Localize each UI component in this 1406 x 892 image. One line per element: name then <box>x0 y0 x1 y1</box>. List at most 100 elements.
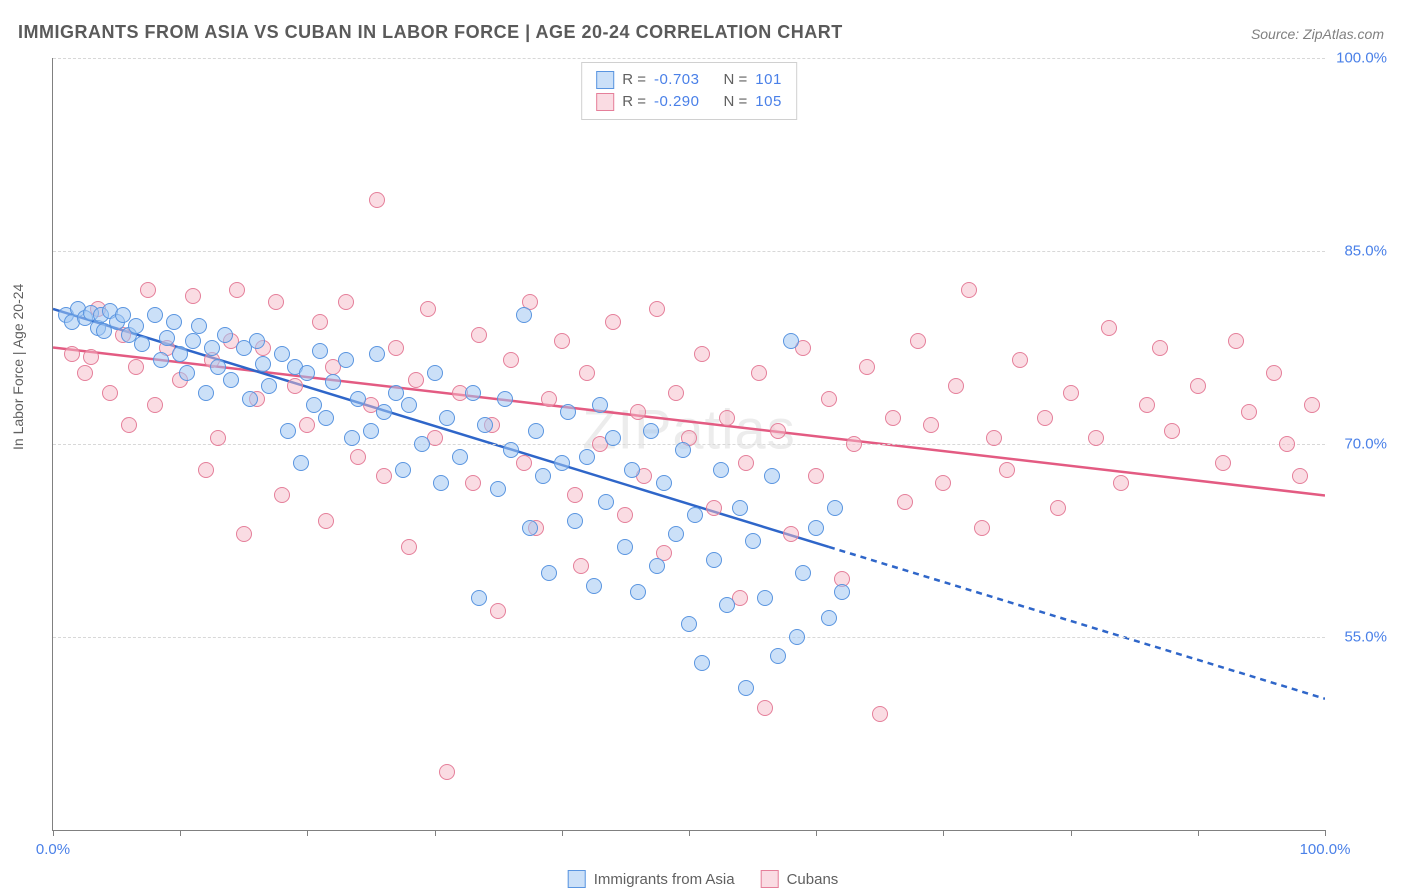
scatter-point-a <box>210 359 226 375</box>
scatter-point-b <box>757 700 773 716</box>
scatter-point-a <box>477 417 493 433</box>
y-tick-label: 100.0% <box>1336 50 1387 67</box>
scatter-point-a <box>465 385 481 401</box>
scatter-point-b <box>318 513 334 529</box>
plot-area: ZIPatlas R =-0.703N =101R =-0.290N =105 … <box>52 58 1325 831</box>
series-legend-item: Cubans <box>761 870 839 888</box>
x-tick <box>1071 830 1072 836</box>
scatter-point-a <box>808 520 824 536</box>
scatter-point-a <box>522 520 538 536</box>
scatter-point-a <box>770 648 786 664</box>
scatter-point-b <box>948 378 964 394</box>
scatter-point-b <box>376 468 392 484</box>
scatter-point-a <box>713 462 729 478</box>
scatter-point-b <box>1292 468 1308 484</box>
x-tick <box>1325 830 1326 836</box>
scatter-point-a <box>427 365 443 381</box>
scatter-point-a <box>745 533 761 549</box>
y-tick-label: 55.0% <box>1344 629 1387 646</box>
scatter-point-a <box>471 590 487 606</box>
scatter-point-b <box>974 520 990 536</box>
scatter-point-a <box>261 378 277 394</box>
scatter-point-a <box>497 391 513 407</box>
scatter-point-a <box>318 410 334 426</box>
scatter-point-a <box>605 430 621 446</box>
scatter-point-a <box>732 500 748 516</box>
scatter-point-b <box>770 423 786 439</box>
scatter-point-b <box>121 417 137 433</box>
scatter-point-b <box>1139 397 1155 413</box>
scatter-point-a <box>363 423 379 439</box>
gridline-h <box>53 58 1325 59</box>
scatter-point-b <box>567 487 583 503</box>
x-tick <box>435 830 436 836</box>
source-label: Source: ZipAtlas.com <box>1251 26 1384 42</box>
scatter-point-a <box>783 333 799 349</box>
scatter-point-a <box>821 610 837 626</box>
scatter-point-b <box>408 372 424 388</box>
scatter-point-a <box>306 397 322 413</box>
scatter-point-a <box>179 365 195 381</box>
scatter-point-b <box>401 539 417 555</box>
scatter-point-b <box>751 365 767 381</box>
scatter-point-a <box>153 352 169 368</box>
legend-label: Immigrants from Asia <box>594 871 735 888</box>
scatter-point-b <box>439 764 455 780</box>
scatter-point-b <box>268 294 284 310</box>
scatter-point-b <box>198 462 214 478</box>
scatter-point-a <box>249 333 265 349</box>
scatter-point-b <box>350 449 366 465</box>
scatter-point-b <box>573 558 589 574</box>
gridline-h <box>53 251 1325 252</box>
scatter-point-a <box>344 430 360 446</box>
scatter-point-b <box>77 365 93 381</box>
n-label: N = <box>724 69 748 91</box>
scatter-point-a <box>376 404 392 420</box>
scatter-point-a <box>223 372 239 388</box>
scatter-point-a <box>204 340 220 356</box>
x-tick <box>307 830 308 836</box>
scatter-point-b <box>147 397 163 413</box>
scatter-point-a <box>719 597 735 613</box>
scatter-point-b <box>64 346 80 362</box>
scatter-point-a <box>528 423 544 439</box>
scatter-point-b <box>1266 365 1282 381</box>
scatter-point-a <box>274 346 290 362</box>
y-tick-label: 85.0% <box>1344 243 1387 260</box>
scatter-point-a <box>490 481 506 497</box>
scatter-point-a <box>255 356 271 372</box>
scatter-point-b <box>554 333 570 349</box>
scatter-point-b <box>630 404 646 420</box>
scatter-point-b <box>1279 436 1295 452</box>
series-legend: Immigrants from Asia Cubans <box>568 870 839 888</box>
x-tick-label: 0.0% <box>36 841 70 858</box>
scatter-point-a <box>172 346 188 362</box>
scatter-point-a <box>617 539 633 555</box>
scatter-point-b <box>1152 340 1168 356</box>
scatter-point-b <box>1164 423 1180 439</box>
scatter-point-b <box>872 706 888 722</box>
legend-swatch <box>761 870 779 888</box>
scatter-point-a <box>312 343 328 359</box>
scatter-point-b <box>541 391 557 407</box>
scatter-point-a <box>166 314 182 330</box>
scatter-point-b <box>128 359 144 375</box>
scatter-point-a <box>795 565 811 581</box>
scatter-point-b <box>961 282 977 298</box>
scatter-point-a <box>592 397 608 413</box>
x-tick <box>1198 830 1199 836</box>
scatter-point-a <box>388 385 404 401</box>
scatter-point-a <box>541 565 557 581</box>
scatter-point-b <box>490 603 506 619</box>
scatter-point-b <box>1228 333 1244 349</box>
scatter-point-a <box>554 455 570 471</box>
scatter-point-b <box>885 410 901 426</box>
n-label: N = <box>724 91 748 113</box>
scatter-point-a <box>560 404 576 420</box>
scatter-point-a <box>147 307 163 323</box>
scatter-point-b <box>808 468 824 484</box>
scatter-point-b <box>719 410 735 426</box>
scatter-point-b <box>369 192 385 208</box>
scatter-point-a <box>656 475 672 491</box>
scatter-point-a <box>134 336 150 352</box>
